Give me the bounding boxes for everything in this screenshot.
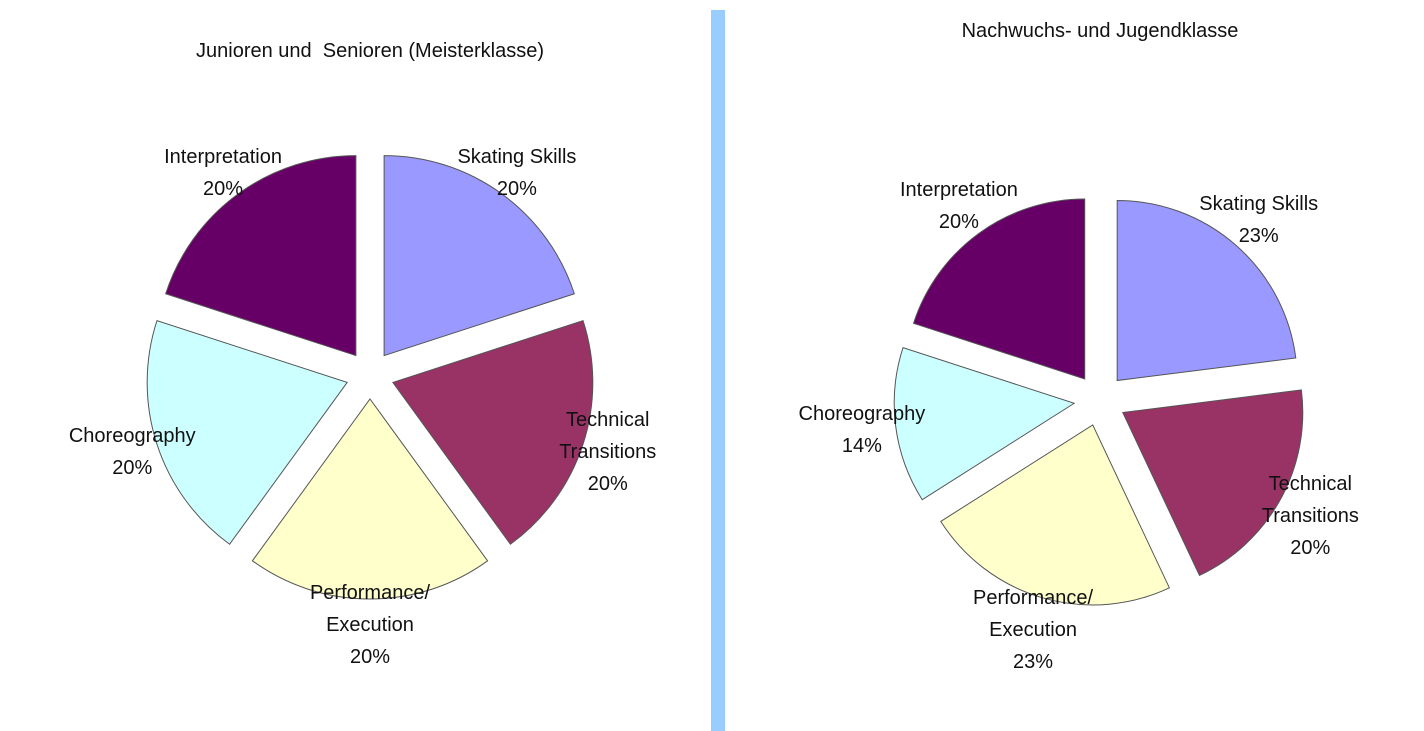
pie-slice [251,398,489,600]
pie-slice [912,198,1086,380]
category-label: Technical Transitions [559,409,657,464]
slice-label: Interpretation 20% [158,141,288,205]
pie-slice [392,319,594,545]
pie-slice [893,347,1076,501]
divider [711,10,725,731]
category-label: Choreography [798,403,926,426]
slice-label: Skating Skills 23% [1194,188,1324,252]
category-label: Skating Skills [457,145,577,168]
value-label: 20% [938,210,979,233]
slice-label: Technical Transitions 20% [543,404,673,500]
slice-label: Choreography 20% [67,420,197,484]
value-label: 20% [112,457,153,480]
value-label: 23% [1238,224,1279,247]
pie-slice [165,155,357,357]
value-label: 20% [1290,536,1331,559]
pie-slice [146,319,348,545]
chart-title: Junioren und Senioren (Meisterklasse) [196,40,544,62]
value-label: 20% [203,177,244,200]
value-label: 14% [841,435,882,458]
pie-slice [1122,389,1304,577]
category-label: Technical Transitions [1261,472,1359,527]
category-label: Choreography [68,425,196,448]
category-label: Skating Skills [1199,192,1319,215]
slice-label: Interpretation 20% [894,174,1024,238]
pie-slice [1116,199,1297,382]
pie-slice [940,424,1171,606]
slice-label: Skating Skills 20% [452,141,582,205]
slice-label: Technical Transitions 20% [1245,468,1375,564]
category-label: Performance/ Execution [973,587,1094,642]
category-label: Performance/ Execution [309,582,431,636]
slice-label: Choreography 14% [797,398,927,462]
slice-label: Performance/ Execution 20% [305,577,435,673]
value-label: 20% [349,646,391,668]
value-label: 20% [496,177,537,200]
category-label: Interpretation [899,178,1018,201]
chart-title: Nachwuchs- und Jugendklasse [961,20,1239,42]
slice-label: Performance/ Execution 23% [968,582,1098,678]
value-label: 20% [587,473,628,496]
pie-slice [383,155,575,357]
value-label: 23% [1013,651,1054,674]
category-label: Interpretation [164,145,282,168]
